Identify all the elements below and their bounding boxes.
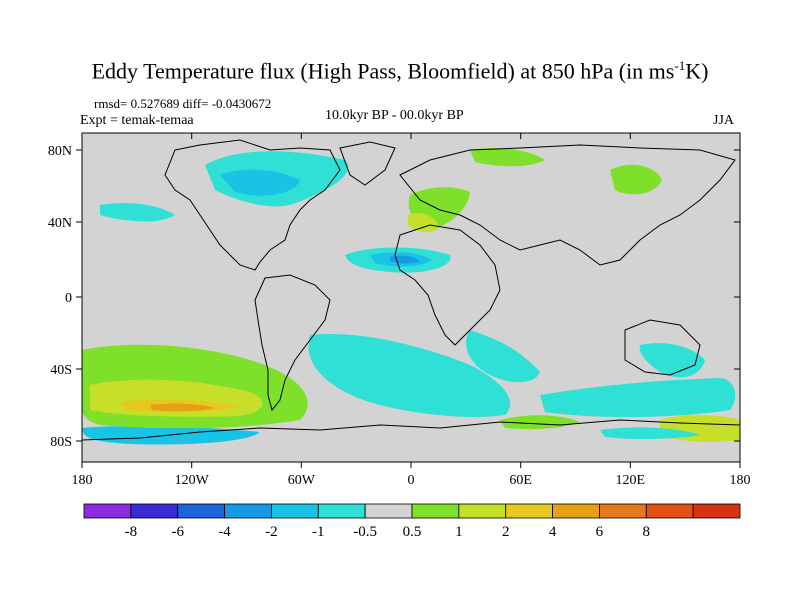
colorbar-label: -6 bbox=[171, 524, 184, 540]
lat-label: 0 bbox=[65, 291, 72, 306]
latitude-axis: 80N 40N 0 40S 80S bbox=[48, 144, 740, 450]
period-label: 10.0kyr BP - 00.0kyr BP bbox=[325, 108, 464, 123]
colorbar-swatch bbox=[505, 503, 553, 519]
colorbar-swatch bbox=[317, 503, 366, 519]
colorbar-swatch bbox=[458, 503, 507, 519]
colorbar-label: 4 bbox=[549, 524, 557, 540]
colorbar-label: -1 bbox=[312, 524, 325, 540]
longitude-axis: 180 120W 60W 0 60E 120E 180 bbox=[72, 133, 751, 488]
anomaly-region bbox=[540, 378, 736, 418]
lon-label: 180 bbox=[72, 473, 93, 488]
anomaly-region bbox=[408, 213, 440, 232]
coast-greenland bbox=[339, 141, 396, 186]
lat-label: 80N bbox=[48, 144, 72, 159]
coast-eurasia bbox=[399, 144, 736, 266]
colorbar-swatch bbox=[364, 503, 413, 519]
map-title: Eddy Temperature flux (High Pass, Bloomf… bbox=[91, 58, 709, 84]
anomaly-region bbox=[600, 427, 700, 440]
colorbar-label: 8 bbox=[643, 524, 651, 540]
colorbar-swatch bbox=[599, 503, 647, 519]
anomaly-region bbox=[466, 330, 540, 383]
anomaly-region bbox=[150, 403, 215, 412]
colorbar-labels: -8 -6 -4 -2 -1 -0.5 0.5 1 2 4 6 8 bbox=[125, 524, 650, 540]
anomaly-region bbox=[220, 169, 300, 196]
colorbar-swatch bbox=[130, 503, 179, 519]
lon-label: 120E bbox=[616, 473, 646, 488]
colorbar-swatch bbox=[411, 503, 460, 519]
anomaly-region bbox=[470, 148, 545, 167]
colorbar-swatch bbox=[552, 503, 600, 519]
coast-antarctica bbox=[82, 419, 740, 441]
lat-label: 40S bbox=[50, 363, 72, 378]
map-area bbox=[81, 132, 741, 463]
coast-australia bbox=[624, 319, 701, 376]
anomaly-region bbox=[610, 164, 662, 195]
colorbar-swatch bbox=[83, 503, 132, 519]
anomaly-region bbox=[100, 203, 175, 222]
colorbar-label: -4 bbox=[218, 524, 231, 540]
colorbar-label: 2 bbox=[502, 524, 510, 540]
lat-label: 40N bbox=[48, 216, 72, 231]
coast-south-america bbox=[254, 274, 331, 412]
experiment-label: Expt = temak-temaa bbox=[80, 113, 194, 128]
lon-label: 120W bbox=[175, 473, 210, 488]
colorbar-label: -8 bbox=[125, 524, 138, 540]
colorbar-label: -0.5 bbox=[353, 524, 377, 540]
lon-label: 0 bbox=[408, 473, 415, 488]
lon-label: 180 bbox=[730, 473, 751, 488]
lon-label: 60W bbox=[288, 473, 316, 488]
colorbar-label: -2 bbox=[265, 524, 278, 540]
anomaly-region bbox=[639, 343, 705, 378]
lon-label: 60E bbox=[509, 473, 532, 488]
colorbar-swatch bbox=[224, 503, 272, 519]
coast-north-america bbox=[164, 139, 341, 271]
coast-africa bbox=[394, 224, 501, 346]
colorbar-label: 1 bbox=[455, 524, 463, 540]
anomaly-region bbox=[500, 415, 580, 430]
coastlines bbox=[82, 139, 740, 441]
colorbar-swatch bbox=[177, 503, 225, 519]
colorbar-swatch bbox=[645, 503, 694, 519]
colorbar-swatch bbox=[692, 503, 741, 519]
anomaly-region bbox=[308, 334, 511, 417]
colorbar bbox=[83, 503, 741, 519]
season-label: JJA bbox=[713, 113, 735, 128]
lat-label: 80S bbox=[50, 435, 72, 450]
stats-label: rmsd= 0.527689 diff= -0.0430672 bbox=[94, 96, 272, 111]
colorbar-label: 6 bbox=[596, 524, 604, 540]
colorbar-swatch bbox=[271, 503, 319, 519]
colorbar-label: 0.5 bbox=[403, 524, 422, 540]
